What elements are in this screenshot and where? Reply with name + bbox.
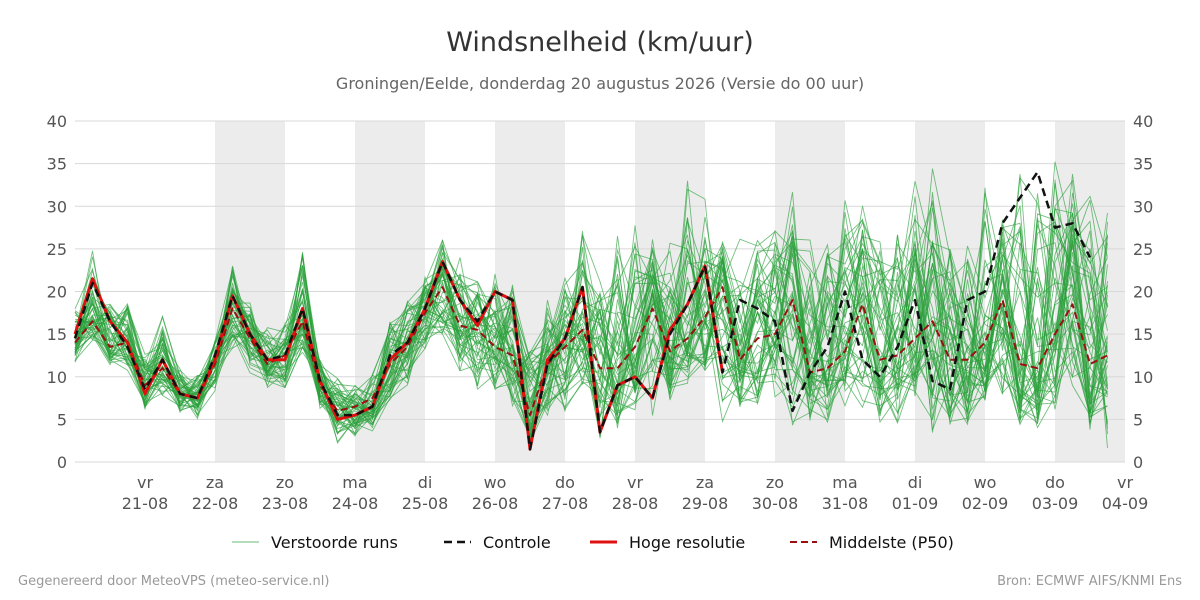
x-tick-date: 28-08 [612,494,659,513]
x-tick-date: 21-08 [122,494,169,513]
legend-item-controle: Controle [444,533,551,552]
ensemble-run-line [74,238,1108,437]
chart-subtitle: Groningen/Eelde, donderdag 20 augustus 2… [336,74,864,93]
y-tick-label-right: 40 [1133,112,1153,131]
y-tick-label: 0 [57,453,67,472]
y-tick-label-right: 10 [1133,368,1153,387]
x-tick-weekday: wo [974,473,997,492]
legend-item-ensemble: Verstoorde runs [232,533,398,552]
x-tick-date: 01-09 [892,494,939,513]
y-tick-label: 20 [47,283,67,302]
y-tick-label-right: 25 [1133,240,1153,259]
x-tick-date: 02-09 [962,494,1009,513]
y-tick-label: 15 [47,325,67,344]
x-tick-weekday: za [206,473,224,492]
x-tick-date: 24-08 [332,494,379,513]
ensemble-run-line [74,212,1108,430]
x-tick-date: 22-08 [192,494,239,513]
x-tick-date: 25-08 [402,494,449,513]
ensemble-run-line [74,168,1108,425]
x-tick-date: 03-09 [1032,494,1079,513]
y-tick-label-right: 5 [1133,410,1143,429]
legend: Verstoorde runs Controle Hoge resolutie … [232,533,954,552]
x-tick-date: 23-08 [262,494,309,513]
y-tick-label-right: 20 [1133,283,1153,302]
x-axis: vr 21-08 za 22-08 zo 23-08 ma 24-08 di 25-08 wo 26-… [122,473,1149,513]
x-tick-weekday: di [418,473,433,492]
x-tick-weekday: di [908,473,923,492]
legend-label-hoge-resolutie: Hoge resolutie [629,533,745,552]
x-tick-date: 29-08 [682,494,729,513]
y-axis-right: 0 5 10 15 20 25 30 35 40 [1133,112,1153,472]
ensemble-run-line [74,253,1108,425]
x-tick-date: 26-08 [472,494,519,513]
x-tick-weekday: zo [276,473,294,492]
x-tick-weekday: vr [137,473,153,492]
y-tick-label: 40 [47,112,67,131]
x-tick-weekday: do [555,473,575,492]
x-tick-date: 30-08 [752,494,799,513]
y-tick-label-right: 0 [1133,453,1143,472]
y-tick-label-right: 15 [1133,325,1153,344]
y-tick-label: 25 [47,240,67,259]
footer-generated-by: Gegenereerd door MeteoVPS (meteo-service… [18,574,329,589]
y-tick-label: 30 [47,197,67,216]
footer-source: Bron: ECMWF AIFS/KNMI Ens [997,574,1182,589]
x-tick-weekday: ma [342,473,367,492]
x-tick-weekday: ma [832,473,857,492]
x-tick-weekday: zo [766,473,784,492]
y-tick-label-right: 35 [1133,155,1153,174]
legend-item-p50: Middelste (P50) [790,533,954,552]
x-tick-date: 04-09 [1102,494,1149,513]
x-tick-date: 27-08 [542,494,589,513]
y-tick-label: 5 [57,410,67,429]
x-tick-weekday: vr [627,473,643,492]
main-series [73,170,1108,451]
x-tick-weekday: do [1045,473,1065,492]
legend-item-hoge-resolutie: Hoge resolutie [590,533,745,552]
ensemble-run-line [74,213,1108,409]
ensemble-run-line [74,221,1108,443]
x-tick-weekday: wo [484,473,507,492]
chart-title: Windsnelheid (km/uur) [446,27,754,58]
x-tick-weekday: vr [1117,473,1133,492]
controle-line [73,170,1092,451]
y-tick-label: 35 [47,155,67,174]
legend-label-controle: Controle [483,533,551,552]
y-tick-label: 10 [47,368,67,387]
ensemble-run-line [74,187,1108,435]
legend-label-p50: Middelste (P50) [829,533,954,552]
x-tick-weekday: za [696,473,714,492]
ensemble-run-line [74,244,1108,422]
y-axis-left: 0 5 10 15 20 25 30 35 40 [47,112,67,472]
y-tick-label-right: 30 [1133,197,1153,216]
x-tick-date: 31-08 [822,494,869,513]
legend-label-ensemble: Verstoorde runs [271,533,398,552]
